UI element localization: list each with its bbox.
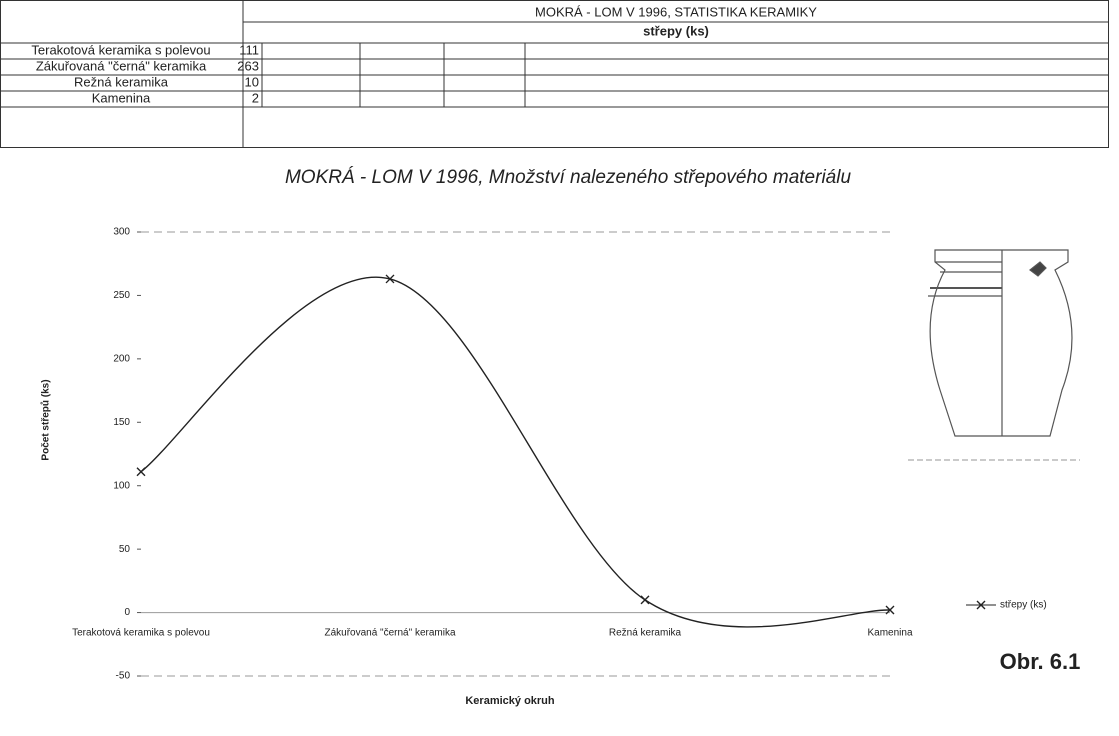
column-header: střepy (ks) — [643, 23, 709, 38]
table-title: MOKRÁ - LOM V 1996, STATISTIKA KERAMIKY — [535, 4, 817, 19]
y-axis-label: Počet střepů (ks) — [40, 379, 52, 460]
point-marker — [641, 596, 649, 604]
x-tick-label: Terakotová keramika s polevou — [72, 628, 210, 639]
row-value: 10 — [245, 74, 259, 89]
document: MOKRÁ - LOM V 1996, STATISTIKA KERAMIKY … — [0, 0, 1119, 731]
y-tick-label: 200 — [113, 353, 130, 364]
x-tick-label: Zákuřovaná "černá" keramika — [324, 628, 455, 639]
row-label: Kamenina — [92, 90, 151, 105]
y-tick-label: 100 — [113, 480, 130, 491]
x-tick-label: Kamenina — [867, 628, 912, 639]
y-tick-label: 0 — [124, 607, 130, 618]
row-value: 2 — [252, 90, 259, 105]
y-tick-label: 150 — [113, 417, 130, 428]
row-label: Zákuřovaná "černá" keramika — [36, 58, 207, 73]
table-rows: Terakotová keramika s polevou 111 Zákuřova… — [31, 42, 259, 105]
x-axis-label: Keramický okruh — [465, 695, 555, 707]
row-label: Režná keramika — [74, 74, 169, 89]
row-value: 111 — [239, 42, 259, 57]
row-value: 263 — [237, 58, 259, 73]
pot-drawing — [908, 250, 1080, 460]
y-tick-label: 50 — [119, 544, 131, 555]
series-line — [141, 277, 890, 627]
legend-label: střepy (ks) — [1000, 600, 1047, 611]
y-tick-label: 250 — [113, 290, 130, 301]
row-label: Terakotová keramika s polevou — [31, 42, 210, 57]
y-tick-label: -50 — [116, 671, 131, 682]
page: MOKRÁ - LOM V 1996, STATISTIKA KERAMIKY … — [0, 0, 1119, 736]
x-tick-label: Režná keramika — [609, 628, 682, 639]
point-marker — [137, 468, 145, 476]
chart-title: MOKRÁ - LOM V 1996, Množství nalezeného … — [285, 167, 851, 188]
figure-label: Obr. 6.1 — [1000, 649, 1081, 674]
y-tick-label: 300 — [113, 227, 130, 238]
